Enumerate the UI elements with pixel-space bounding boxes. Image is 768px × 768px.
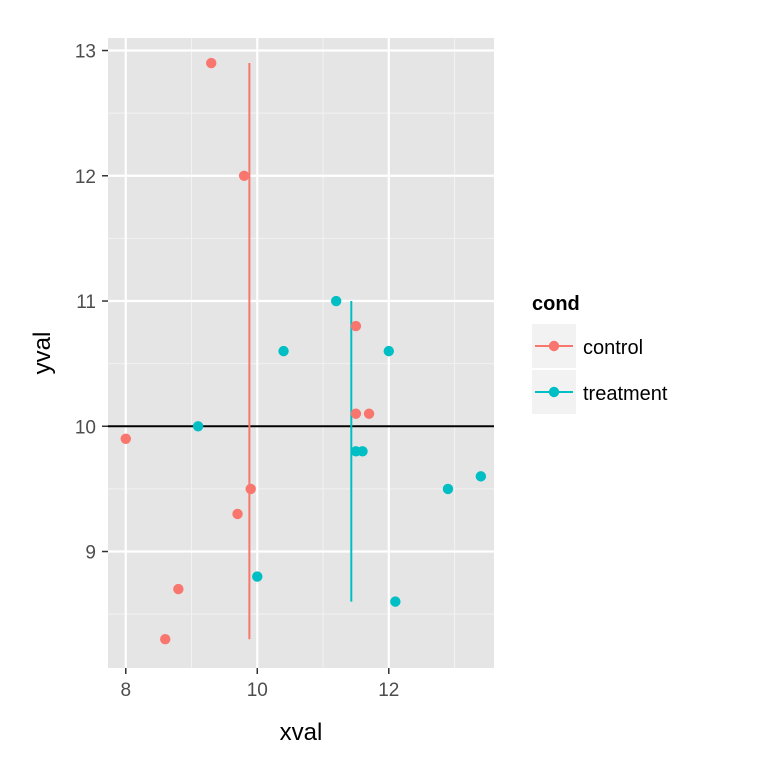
x-tick-label: 8 (120, 680, 131, 701)
control-point (232, 508, 243, 520)
treatment-point (252, 571, 263, 582)
plot-panel (108, 38, 494, 668)
x-tick-label: 10 (247, 680, 268, 701)
treatment-point (383, 345, 394, 357)
treatment-point (278, 345, 289, 357)
points-layer (120, 57, 487, 645)
control-point (120, 433, 131, 444)
control-point (206, 57, 217, 69)
legend-title: cond (532, 293, 580, 315)
y-axis-title: yval (29, 332, 56, 375)
control-point (350, 320, 362, 332)
control-point (238, 170, 250, 181)
x-axis-title: xval (280, 719, 323, 746)
control-point (350, 408, 362, 419)
control-point (160, 633, 171, 645)
y-tick-label: 11 (76, 292, 96, 313)
treatment-point (390, 596, 401, 607)
treatment-point (357, 446, 368, 457)
minor-gridlines (108, 38, 494, 668)
treatment-point (442, 483, 454, 495)
treatment-point (475, 471, 487, 482)
y-tick-label: 10 (75, 417, 96, 438)
legend-label-control: control (583, 337, 643, 359)
legend-key-point (548, 386, 560, 398)
y-tick-label: 12 (75, 167, 96, 188)
control-point (363, 408, 375, 419)
legend-label-treatment: treatment (583, 383, 668, 405)
legend-key-point (548, 340, 560, 352)
legend: cond control treatment (532, 293, 668, 414)
treatment-point (330, 295, 342, 307)
y-axis: 9 10 11 12 13 (75, 42, 108, 564)
x-axis: 8 10 12 (120, 668, 399, 701)
y-tick-label: 13 (75, 42, 96, 63)
x-tick-label: 12 (378, 680, 399, 701)
y-tick-label: 9 (85, 543, 96, 564)
control-point (173, 583, 184, 595)
treatment-point (192, 421, 204, 432)
control-point (245, 483, 256, 495)
